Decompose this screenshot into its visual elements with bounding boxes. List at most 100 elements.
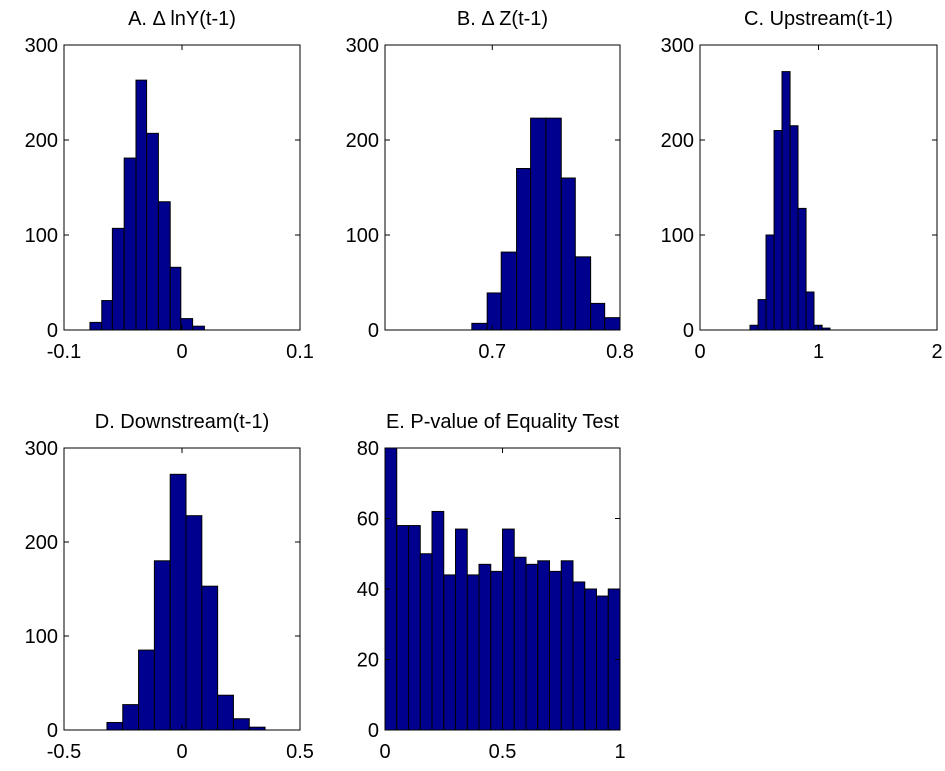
bar: [106, 721, 124, 731]
chart-title: E. P-value of Equality Test: [386, 411, 620, 433]
y-tick-label: 0: [368, 320, 379, 342]
bar: [584, 588, 597, 731]
bar: [500, 251, 518, 331]
y-tick-label: 300: [25, 438, 58, 460]
y-tick-label: 100: [346, 225, 379, 247]
bar: [135, 79, 148, 331]
bar: [574, 256, 592, 331]
bar: [471, 322, 488, 331]
plot-area: [64, 45, 300, 330]
bar: [201, 585, 219, 731]
bar: [431, 510, 445, 731]
bar: [773, 130, 783, 331]
bar: [604, 317, 621, 331]
x-tick-label: -0.5: [47, 741, 81, 763]
y-tick-label: 0: [368, 720, 379, 742]
y-tick-label: 300: [25, 35, 58, 57]
bar: [455, 528, 468, 731]
bar: [789, 125, 799, 331]
x-tick-label: 0: [379, 741, 390, 763]
y-tick-label: 200: [25, 130, 58, 152]
bar: [122, 704, 140, 731]
y-tick-label: 200: [25, 532, 58, 554]
y-tick-label: 200: [346, 130, 379, 152]
bar: [560, 177, 576, 331]
axes-box: [384, 44, 621, 331]
bar: [169, 266, 182, 331]
plot-area: [700, 45, 937, 330]
chart-title: B. Δ Z(t-1): [457, 8, 548, 30]
bar: [805, 291, 815, 331]
bar: [419, 553, 433, 731]
bar: [169, 473, 187, 731]
bar: [537, 560, 550, 731]
bar: [757, 299, 767, 331]
bar: [101, 300, 113, 331]
y-tick-label: 40: [357, 579, 379, 601]
y-tick-label: 100: [661, 225, 694, 247]
bar: [217, 694, 234, 731]
bar: [490, 570, 503, 731]
bar: [549, 570, 562, 731]
bar: [765, 234, 775, 331]
x-tick-label: 2: [931, 341, 942, 363]
bar: [502, 528, 515, 731]
x-tick-label: 0.7: [478, 341, 506, 363]
bar: [89, 321, 103, 331]
x-tick-label: 1: [813, 341, 824, 363]
bar: [153, 560, 171, 731]
bar: [516, 168, 532, 331]
x-tick-label: 1: [614, 741, 625, 763]
x-tick-label: 0.5: [286, 741, 314, 763]
bar: [232, 718, 250, 731]
y-tick-label: 100: [25, 626, 58, 648]
y-tick-label: 20: [357, 650, 379, 672]
chart-title: C. Upstream(t-1): [744, 8, 893, 30]
bar: [749, 324, 759, 331]
bar: [478, 563, 492, 731]
x-tick-label: 0.5: [489, 741, 517, 763]
bar: [180, 318, 194, 331]
y-tick-label: 0: [47, 320, 58, 342]
bar: [797, 207, 807, 331]
x-tick-label: 0.8: [606, 341, 634, 363]
bar: [466, 574, 480, 731]
bar: [590, 302, 606, 331]
bar: [596, 595, 609, 731]
y-tick-label: 0: [683, 320, 694, 342]
y-tick-label: 0: [47, 720, 58, 742]
bar: [513, 556, 527, 731]
y-tick-label: 200: [661, 130, 694, 152]
bar: [408, 525, 421, 731]
y-tick-label: 80: [357, 438, 379, 460]
bar: [525, 563, 539, 731]
bar: [157, 201, 171, 331]
chart-title: D. Downstream(t-1): [95, 411, 269, 433]
bar: [572, 581, 586, 731]
bar: [443, 574, 456, 731]
bar: [111, 227, 125, 331]
x-tick-label: 0.1: [286, 341, 314, 363]
bar: [123, 157, 137, 331]
bar: [781, 71, 791, 331]
y-tick-label: 300: [346, 35, 379, 57]
bar: [146, 132, 159, 331]
y-tick-label: 300: [661, 35, 694, 57]
bar: [192, 325, 205, 331]
x-tick-label: 0: [694, 341, 705, 363]
y-tick-label: 100: [25, 225, 58, 247]
x-tick-label: 0: [176, 341, 187, 363]
y-tick-label: 60: [357, 509, 379, 531]
bar: [185, 515, 203, 731]
bar: [530, 117, 547, 331]
x-tick-label: -0.1: [47, 341, 81, 363]
bar: [545, 117, 562, 331]
bar: [560, 560, 574, 731]
chart-title: A. Δ lnY(t-1): [128, 8, 236, 30]
bar: [138, 649, 155, 731]
x-tick-label: 0: [176, 741, 187, 763]
bar: [486, 292, 502, 331]
bar: [396, 525, 409, 731]
